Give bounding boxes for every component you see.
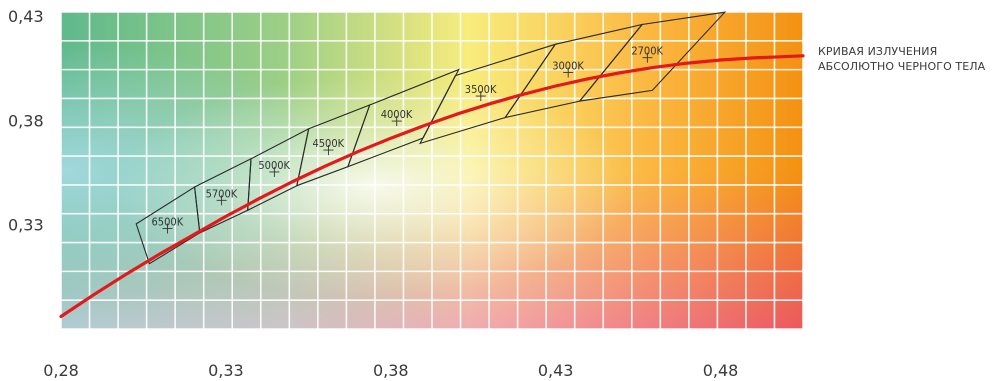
y-tick-label: 0,43 — [8, 7, 44, 26]
cct-label: 3500K — [465, 83, 497, 96]
curve-annotation-line-2: АБСОЛЮТНО ЧЕРНОГО ТЕЛА — [818, 59, 985, 74]
x-tick-label: 0,33 — [208, 361, 244, 380]
cct-label: 2700K — [631, 45, 663, 58]
cct-label: 4000K — [381, 108, 413, 121]
x-tick-label: 0,28 — [43, 361, 79, 380]
cct-label: 4500K — [312, 137, 344, 150]
x-tick-label: 0,43 — [538, 361, 574, 380]
y-axis-ticks: 0,33 0,38 0,43 — [8, 7, 44, 235]
curve-annotation-line-1: КРИВАЯ ИЗЛУЧЕНИЯ — [818, 44, 985, 59]
cct-label: 3000K — [552, 59, 584, 72]
x-axis-ticks: 0,28 0,33 0,38 0,43 0,48 — [43, 361, 738, 380]
x-tick-label: 0,48 — [703, 361, 739, 380]
cct-label: 6500K — [152, 215, 184, 228]
y-tick-label: 0,38 — [8, 111, 44, 130]
cct-label: 5700K — [206, 187, 238, 200]
cct-label: 5000K — [258, 159, 290, 172]
curve-annotation: КРИВАЯ ИЗЛУЧЕНИЯ АБСОЛЮТНО ЧЕРНОГО ТЕЛА — [818, 44, 985, 74]
y-tick-label: 0,33 — [8, 216, 44, 235]
x-tick-label: 0,38 — [373, 361, 409, 380]
